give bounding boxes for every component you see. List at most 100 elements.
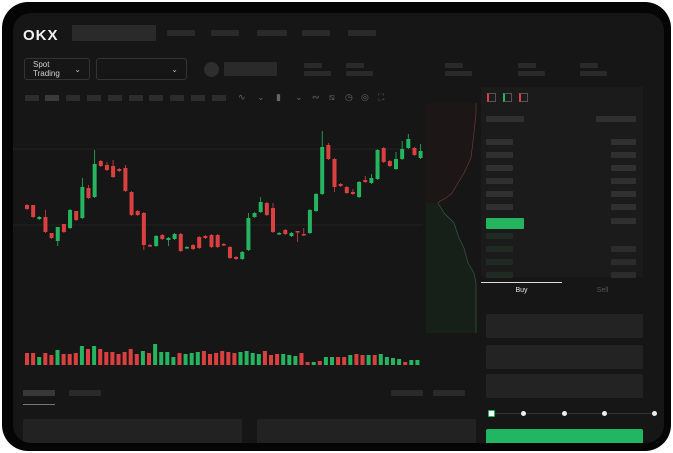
price-input[interactable]	[486, 314, 643, 338]
slider-stop[interactable]	[602, 411, 607, 416]
nav-item[interactable]	[302, 30, 330, 36]
timeframe-button[interactable]	[45, 95, 59, 101]
candle-body	[277, 233, 282, 235]
slider-handle[interactable]	[488, 410, 495, 417]
volume-bar	[49, 355, 54, 365]
total-input[interactable]	[486, 374, 643, 398]
line-tool-icon[interactable]: ∾	[312, 92, 320, 102]
volume-bar	[409, 360, 414, 365]
timeframe-button[interactable]	[87, 95, 101, 101]
settings-icon[interactable]: ◎	[361, 92, 369, 102]
leverage-slider[interactable]	[488, 410, 658, 418]
candle-body	[55, 227, 60, 241]
candle-body	[369, 178, 374, 183]
chevron-down-icon[interactable]: ⌄	[295, 92, 303, 102]
tab-order-history[interactable]	[69, 390, 101, 396]
timeframe-button[interactable]	[149, 95, 163, 101]
tab-open-orders[interactable]	[23, 390, 55, 396]
fullscreen-icon[interactable]: ⛶	[378, 92, 385, 102]
okx-logo: OKX	[23, 27, 59, 44]
volume-bar	[372, 355, 377, 365]
volume-bar	[244, 351, 249, 365]
slider-stop[interactable]	[521, 411, 526, 416]
buy-button[interactable]	[486, 429, 643, 443]
orders-panel	[23, 419, 242, 443]
tab-sell[interactable]: Sell	[596, 287, 609, 294]
volume-bar	[391, 358, 395, 365]
search-bar[interactable]	[72, 25, 156, 41]
candle-body	[43, 217, 48, 232]
volume-bar	[67, 354, 72, 365]
order-side-tabs: Buy Sell	[481, 281, 643, 301]
nav-item[interactable]	[211, 30, 239, 36]
bid-amount	[611, 272, 636, 278]
timeframe-button[interactable]	[66, 95, 80, 101]
orderbook-bids-icon[interactable]	[503, 93, 512, 102]
candle-body	[141, 213, 146, 245]
volume-bar	[403, 362, 408, 365]
orderbook-header-price	[486, 116, 524, 122]
volume-bar	[55, 350, 60, 365]
candle-body	[295, 231, 300, 233]
ask-amount	[611, 165, 636, 171]
volume-bar	[92, 346, 97, 365]
volume-bar	[354, 354, 359, 365]
candle-body	[246, 218, 251, 250]
timeframe-button[interactable]	[25, 95, 39, 101]
indicator-icon[interactable]: ∿	[238, 92, 246, 102]
tab-buy[interactable]: Buy	[515, 287, 528, 294]
candle-body	[240, 252, 245, 259]
candle-body	[166, 238, 171, 240]
timeframe-button[interactable]	[129, 95, 143, 101]
market-type-dropdown[interactable]: Spot Trading ⌄	[24, 58, 90, 80]
candle-body	[375, 150, 380, 179]
timeframe-button[interactable]	[212, 95, 226, 101]
camera-icon[interactable]: ◷	[345, 92, 353, 102]
volume-bar	[177, 353, 182, 365]
ask-price	[486, 178, 513, 184]
timeframe-button[interactable]	[108, 95, 122, 101]
candle-body	[394, 159, 398, 169]
active-tab-underline	[23, 404, 55, 405]
nav-item[interactable]	[348, 30, 376, 36]
timeframe-button[interactable]	[170, 95, 184, 101]
volume-bar	[299, 353, 304, 365]
orderbook-both-icon[interactable]	[487, 93, 496, 102]
timeframe-button[interactable]	[191, 95, 205, 101]
slider-stop[interactable]	[562, 411, 567, 416]
candle-body	[172, 234, 177, 239]
candle-body	[227, 247, 232, 258]
chart-type-icon[interactable]: ⌄	[257, 92, 265, 102]
candle-body	[387, 161, 392, 166]
bid-price	[486, 259, 513, 265]
depth-chart	[426, 103, 477, 333]
volume-bar	[195, 352, 200, 365]
filter-button[interactable]	[433, 390, 465, 396]
candle-body	[86, 188, 91, 198]
volume-bar	[238, 352, 243, 365]
orderbook-asks-icon[interactable]	[519, 93, 528, 102]
pair-dropdown[interactable]: ⌄	[96, 58, 187, 80]
candle-body	[289, 233, 294, 236]
candle-body	[418, 151, 423, 158]
ask-amount	[611, 218, 636, 224]
ruler-icon[interactable]: ⧅	[329, 92, 335, 102]
amount-input[interactable]	[486, 345, 643, 369]
candle-icon[interactable]: ▮	[276, 92, 281, 102]
candle-body	[37, 217, 42, 219]
candle-body	[283, 230, 288, 234]
nav-item[interactable]	[167, 30, 195, 36]
filter-button[interactable]	[391, 390, 423, 396]
bid-price	[486, 272, 513, 278]
candle-body	[31, 205, 36, 217]
nav-item[interactable]	[257, 30, 287, 36]
stat-label	[580, 63, 598, 68]
candle-body	[61, 224, 66, 232]
volume-bar	[31, 353, 36, 365]
slider-stop[interactable]	[652, 411, 657, 416]
bid-amount	[611, 246, 636, 252]
candle-body	[264, 203, 269, 215]
stat-label	[346, 63, 364, 68]
candlestick-chart[interactable]	[13, 113, 433, 373]
assets-panel	[257, 419, 476, 443]
